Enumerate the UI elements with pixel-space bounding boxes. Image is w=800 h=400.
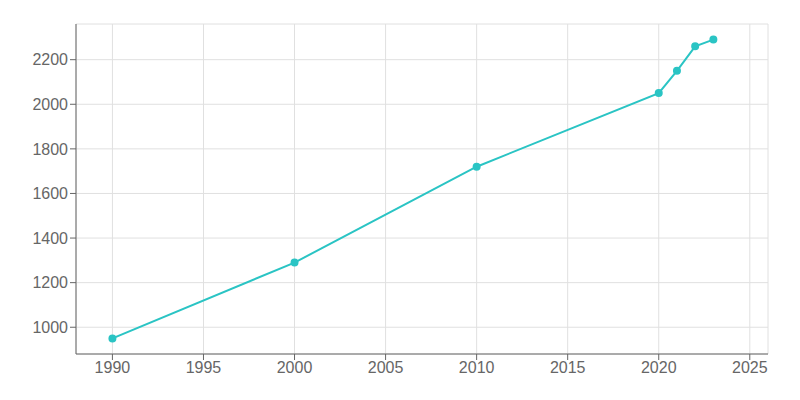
svg-text:2000: 2000 bbox=[277, 359, 313, 376]
svg-text:2010: 2010 bbox=[459, 359, 495, 376]
svg-text:1600: 1600 bbox=[32, 185, 68, 202]
svg-text:1995: 1995 bbox=[186, 359, 222, 376]
svg-text:1000: 1000 bbox=[32, 319, 68, 336]
svg-text:2200: 2200 bbox=[32, 51, 68, 68]
svg-text:1400: 1400 bbox=[32, 230, 68, 247]
svg-text:2015: 2015 bbox=[550, 359, 586, 376]
svg-text:2005: 2005 bbox=[368, 359, 404, 376]
svg-text:1200: 1200 bbox=[32, 274, 68, 291]
svg-text:2000: 2000 bbox=[32, 96, 68, 113]
svg-text:1800: 1800 bbox=[32, 141, 68, 158]
svg-text:1990: 1990 bbox=[95, 359, 131, 376]
svg-text:2020: 2020 bbox=[641, 359, 677, 376]
svg-text:2025: 2025 bbox=[732, 359, 768, 376]
